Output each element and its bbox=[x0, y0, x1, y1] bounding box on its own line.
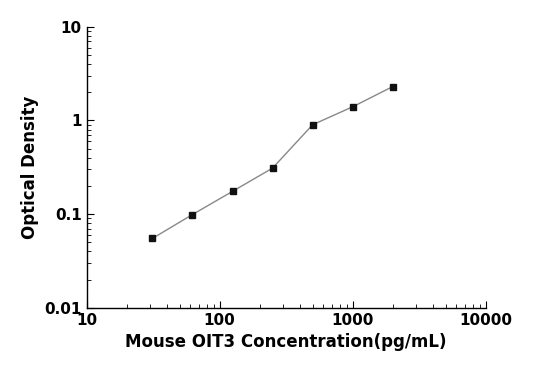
Y-axis label: Optical Density: Optical Density bbox=[21, 96, 39, 239]
X-axis label: Mouse OIT3 Concentration(pg/mL): Mouse OIT3 Concentration(pg/mL) bbox=[125, 333, 447, 351]
